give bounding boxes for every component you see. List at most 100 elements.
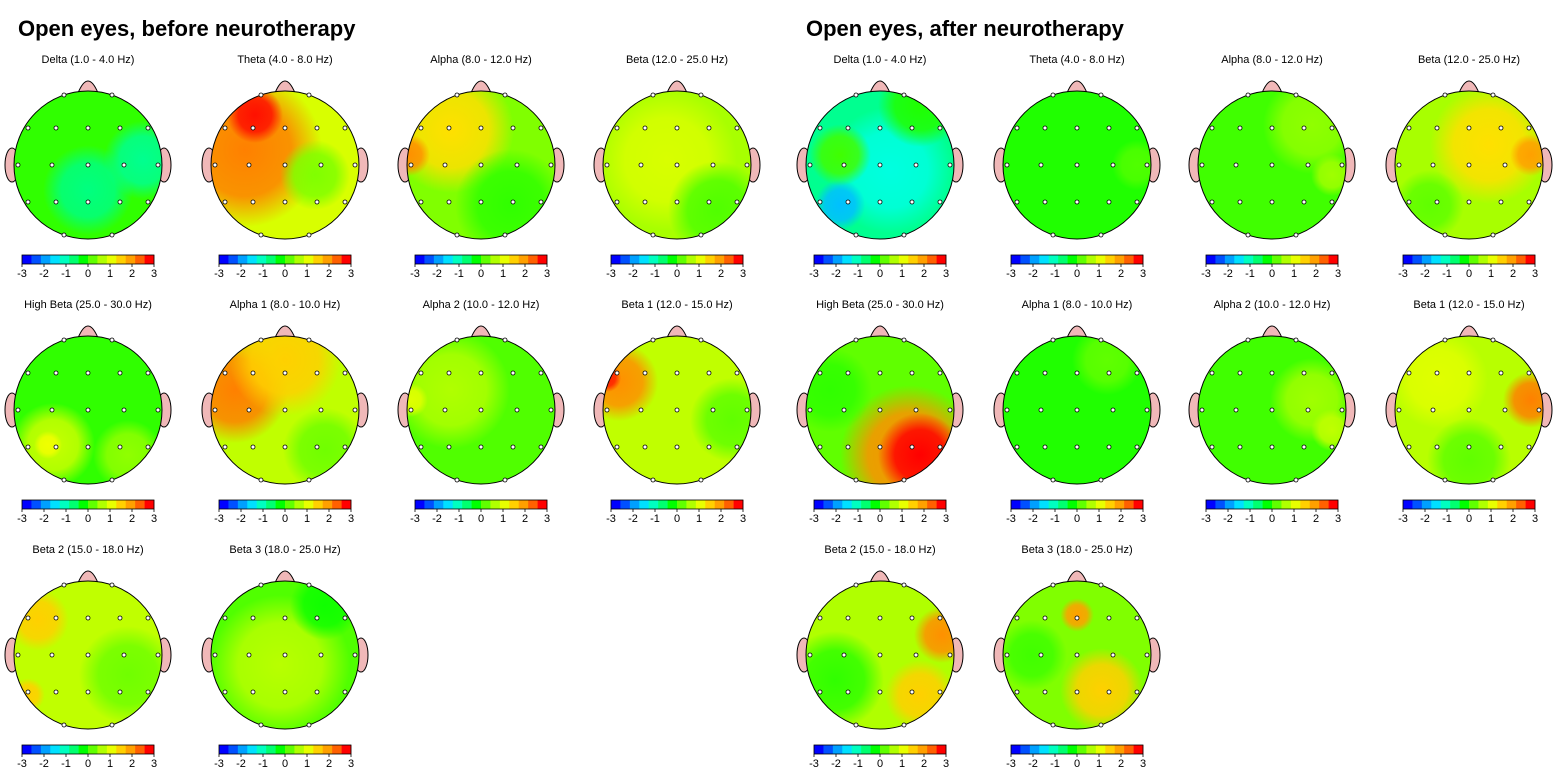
- scalp-map: Theta (4.0 - 8.0 Hz) -3 -2 -1 0 1 2 3: [993, 54, 1161, 280]
- colorbar-segment: [908, 255, 919, 264]
- scalp-map: Beta 1 (12.0 - 15.0 Hz) -3 -2 -1 0 1 2 3: [593, 299, 761, 525]
- electrode: [937, 199, 943, 205]
- colorbar-tick-label: -3: [1398, 513, 1408, 525]
- electrode: [117, 689, 123, 695]
- colorbar-tick-label: 2: [921, 758, 927, 770]
- electrode: [1442, 232, 1448, 238]
- colorbar-segment: [842, 745, 853, 754]
- head-outline: [13, 90, 163, 240]
- electrode: [1329, 370, 1335, 376]
- topography: [211, 91, 350, 227]
- colorbar-tick-label: -3: [17, 513, 27, 525]
- electrode: [698, 92, 704, 98]
- electrode: [502, 477, 508, 483]
- electrode: [1110, 162, 1116, 168]
- colorbar-segment: [1525, 255, 1536, 264]
- electrode: [145, 199, 151, 205]
- electrode: [674, 162, 680, 168]
- electrode: [1466, 125, 1472, 131]
- electrode: [817, 125, 823, 131]
- electrode: [853, 232, 859, 238]
- electrode: [604, 407, 610, 413]
- head-outline: [602, 335, 752, 485]
- electrode: [1301, 370, 1307, 376]
- electrode: [502, 92, 508, 98]
- colorbar-segment: [1525, 500, 1536, 509]
- colorbar-segment: [861, 745, 871, 754]
- colorbar-segment: [1328, 500, 1339, 509]
- colorbar-segment: [499, 500, 510, 509]
- color-region: [103, 120, 162, 200]
- map-label: High Beta (25.0 - 30.0 Hz): [24, 299, 152, 311]
- colorbar-segment: [40, 745, 51, 754]
- electrode: [1430, 407, 1436, 413]
- colorbar-segment: [733, 255, 744, 264]
- electrode: [841, 162, 847, 168]
- electrode: [1110, 652, 1116, 658]
- color-region: [1060, 598, 1094, 632]
- color-region: [14, 589, 69, 651]
- electrode: [25, 125, 31, 131]
- colorbar-segment: [1272, 255, 1282, 264]
- colorbar-segment: [1243, 255, 1254, 264]
- electrode: [642, 125, 648, 131]
- electrode: [1490, 92, 1496, 98]
- colorbar-segment: [294, 255, 305, 264]
- electrode: [1305, 162, 1311, 168]
- colorbar-segment: [823, 255, 834, 264]
- color-region: [34, 431, 62, 459]
- colorbar-segment: [528, 255, 538, 264]
- colorbar-tick-label: -3: [1201, 268, 1211, 280]
- colorbar-tick-label: -1: [454, 268, 464, 280]
- electrode: [817, 444, 823, 450]
- colorbar-tick-label: -2: [236, 268, 246, 280]
- color-region: [229, 336, 341, 416]
- electrode: [1074, 444, 1080, 450]
- electrode: [282, 407, 288, 413]
- electrode: [1396, 162, 1402, 168]
- electrode: [246, 407, 252, 413]
- colorbar-segment: [1487, 500, 1498, 509]
- electrode: [502, 232, 508, 238]
- electrode: [1502, 162, 1508, 168]
- colorbar-segment: [471, 255, 482, 264]
- colorbar-tick-label: -3: [606, 513, 616, 525]
- electrode: [502, 337, 508, 343]
- colorbar-segment: [332, 745, 342, 754]
- colorbar-segment: [1095, 745, 1106, 754]
- map-label: Beta (12.0 - 25.0 Hz): [1418, 54, 1520, 66]
- head-outline: [1197, 335, 1347, 485]
- electrode: [306, 92, 312, 98]
- colorbar-segment: [842, 500, 853, 509]
- colorbar-tick-label: -2: [236, 513, 246, 525]
- electrode: [155, 652, 161, 658]
- colorbar-tick-label: -3: [809, 513, 819, 525]
- electrode: [1050, 337, 1056, 343]
- electrode: [877, 615, 883, 621]
- colorbar-tick-label: -2: [39, 268, 49, 280]
- electrode: [734, 444, 740, 450]
- colorbar-segment: [611, 255, 621, 264]
- colorbar-tick-label: -1: [650, 513, 660, 525]
- colorbar-segment: [509, 500, 520, 509]
- colorbar-segment: [462, 255, 472, 264]
- electrode: [1442, 92, 1448, 98]
- electrode: [1209, 444, 1215, 450]
- colorbar-segment: [1450, 500, 1460, 509]
- colorbar-tick-label: 0: [1466, 268, 1472, 280]
- electrode: [1339, 407, 1345, 413]
- colorbar-segment: [78, 255, 89, 264]
- colorbar-segment: [714, 255, 725, 264]
- colorbar-segment: [135, 255, 145, 264]
- electrode: [1074, 125, 1080, 131]
- electrode: [250, 444, 256, 450]
- map-label: Alpha (8.0 - 12.0 Hz): [430, 54, 532, 66]
- colorbar-segment: [889, 500, 900, 509]
- scalp-map: Alpha (8.0 - 12.0 Hz) -3 -2 -1 0 1 2 3: [1188, 54, 1356, 280]
- colorbar-tick-label: -3: [1398, 268, 1408, 280]
- colorbar-tick-label: -2: [1223, 268, 1233, 280]
- colorbar-tick-label: -1: [61, 513, 71, 525]
- electrode: [1014, 444, 1020, 450]
- colorbar-tick-label: -2: [1420, 513, 1430, 525]
